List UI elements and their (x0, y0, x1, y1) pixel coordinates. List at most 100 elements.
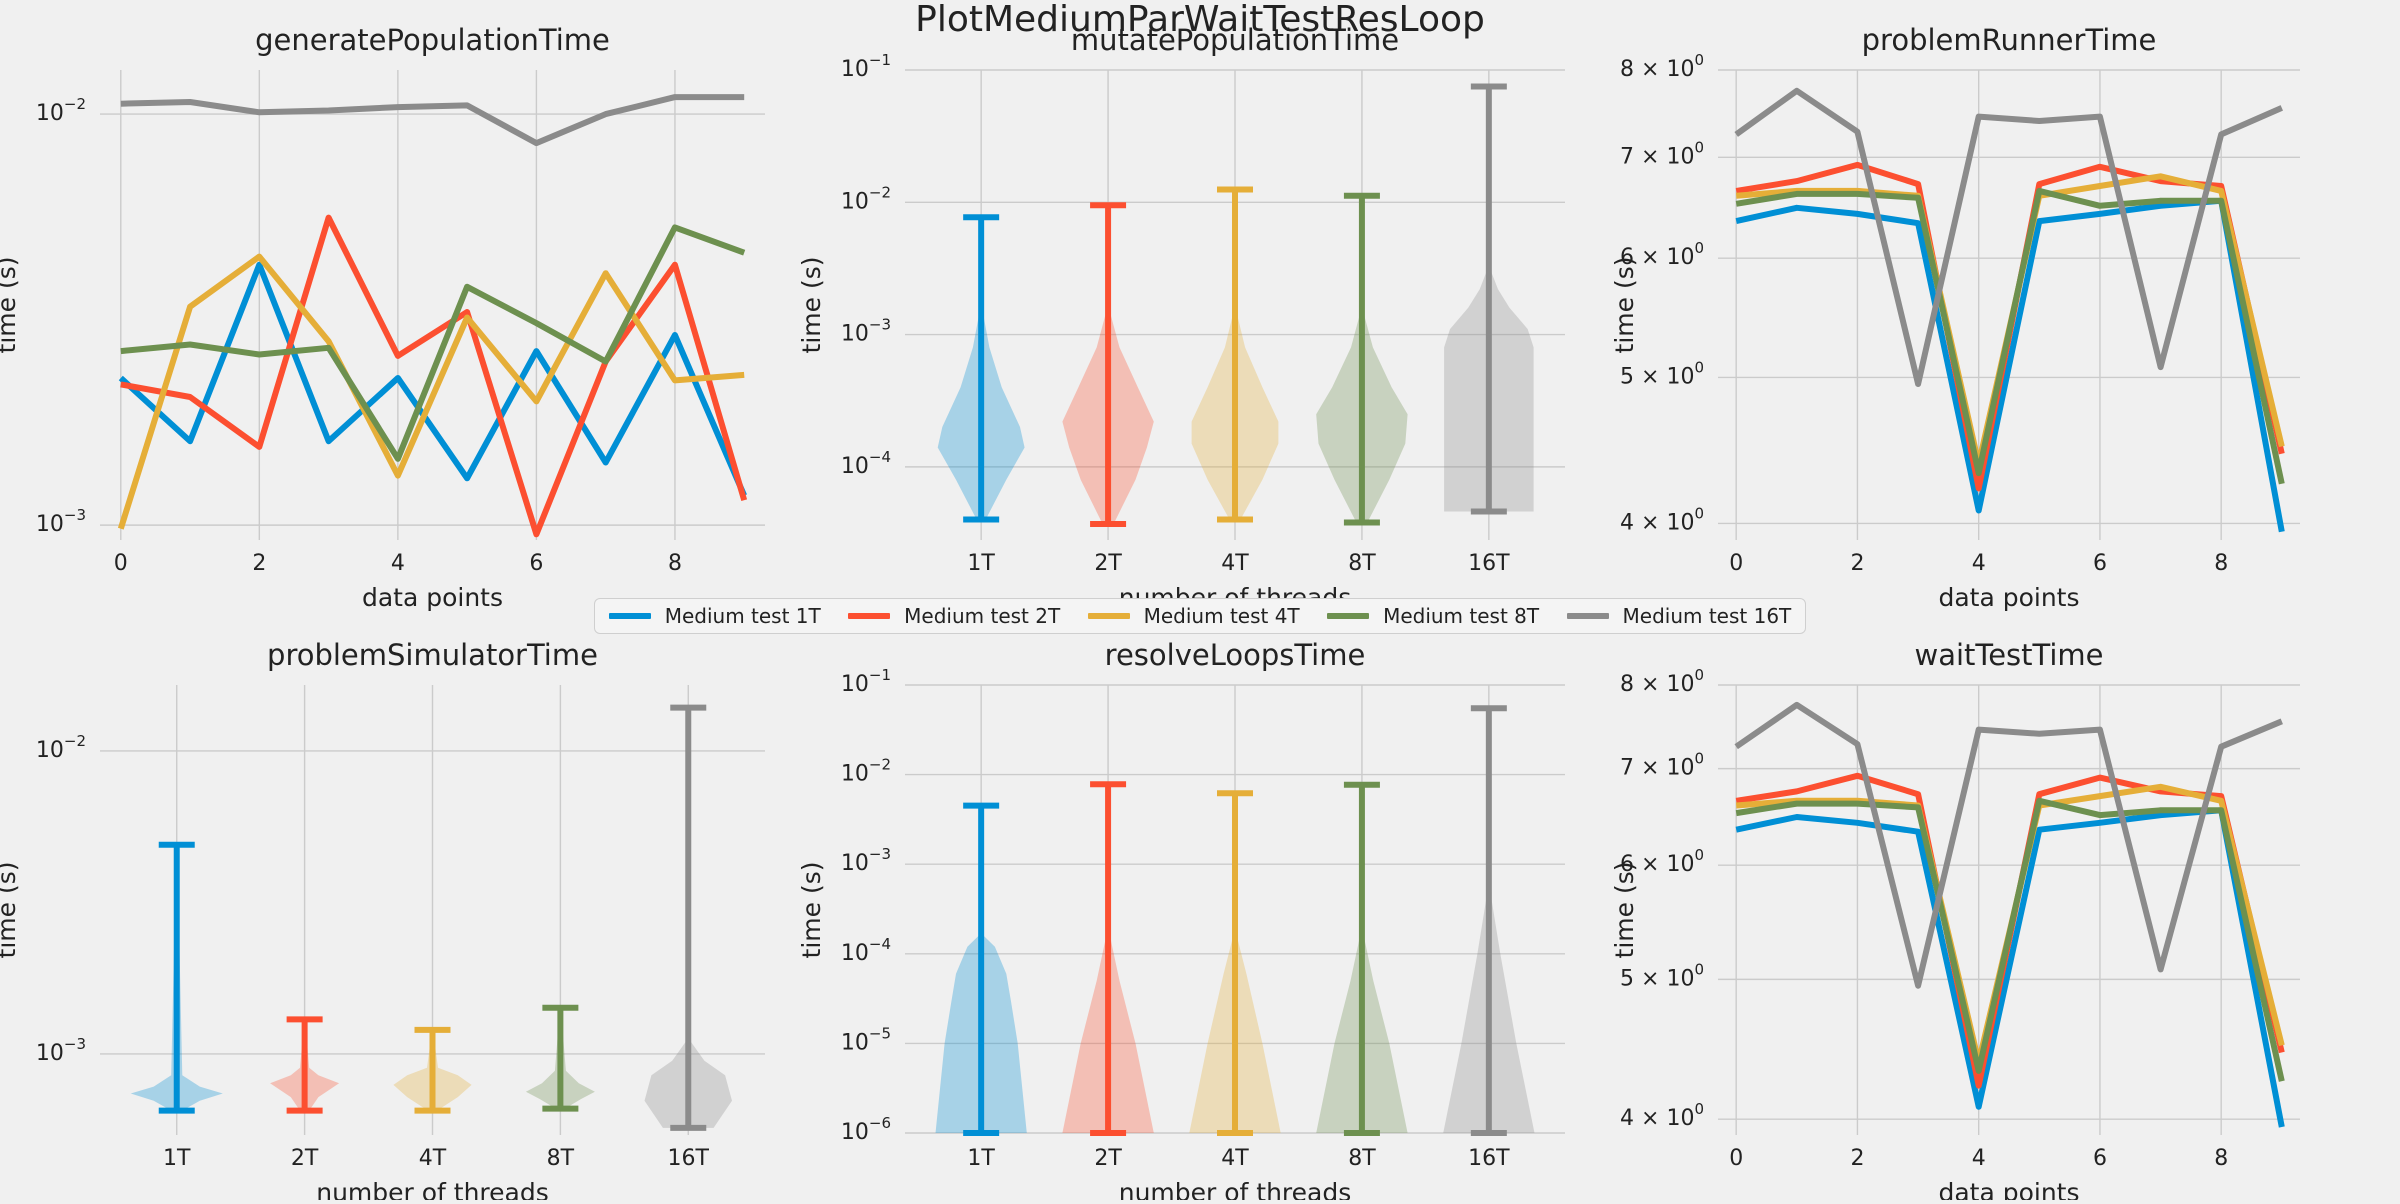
tick-exponent: −4 (869, 447, 891, 465)
tick-base: 10 (36, 512, 64, 537)
y-tick-label: 10−2 (841, 183, 891, 215)
legend-item-16t: Medium test 16T (1566, 604, 1792, 628)
x-tick-label: 16T (1468, 1146, 1510, 1171)
x-tick-label: 2 (1850, 551, 1864, 576)
x-axis-label: number of threads (316, 1178, 549, 1200)
x-tick-label: 4T (1221, 551, 1249, 576)
y-tick-label: 10−4 (841, 447, 891, 479)
x-tick-label: 1T (967, 551, 995, 576)
series-line-Medium-test-8T (120, 224, 746, 462)
x-tick-label: 2T (1094, 551, 1122, 576)
subplot-title: mutatePopulationTime (1071, 23, 1399, 57)
tick-base: 10 (36, 1041, 64, 1066)
x-tick-label: 8T (1348, 1146, 1376, 1171)
tick-base: 8 × 10 (1620, 672, 1694, 697)
tick-base: 5 × 10 (1620, 966, 1694, 991)
subplot-title: problemSimulatorTime (267, 638, 598, 672)
y-tick-label: 10−1 (841, 51, 891, 83)
legend-swatch (848, 613, 891, 619)
x-tick-label: 2T (1094, 1146, 1122, 1171)
subplot-title: problemRunnerTime (1862, 23, 2157, 57)
y-axis-label: time (s) (797, 257, 826, 354)
x-tick-label: 4T (1221, 1146, 1249, 1171)
legend-label: Medium test 1T (664, 604, 821, 628)
legend-item-8t: Medium test 8T (1327, 604, 1539, 628)
x-tick-label: 16T (668, 1146, 710, 1171)
tick-exponent: 0 (1694, 138, 1704, 156)
subplot-problemSimulatorTime: problemSimulatorTime number of threads tim… (0, 638, 765, 1204)
y-tick-label: 10−5 (841, 1024, 891, 1056)
tick-base: 10 (841, 1120, 869, 1145)
tick-exponent: −2 (869, 755, 891, 773)
subplot-title: waitTestTime (1915, 638, 2104, 672)
tick-exponent: 0 (1694, 504, 1704, 522)
legend-swatch (1327, 613, 1370, 619)
tick-base: 10 (841, 189, 869, 214)
legend-label: Medium test 16T (1622, 604, 1792, 628)
tick-exponent: −1 (869, 51, 891, 69)
tick-exponent: 0 (1694, 960, 1704, 978)
x-axis-label: data points (362, 583, 503, 612)
y-tick-label: 5 × 100 (1620, 358, 1704, 390)
y-axis-label: time (s) (1610, 862, 1639, 959)
tick-base: 10 (841, 1030, 869, 1055)
legend: Medium test 1T Medium test 2T Medium tes… (594, 598, 1806, 634)
y-tick-label: 10−1 (841, 666, 891, 698)
y-tick-label: 10−2 (841, 755, 891, 787)
x-tick-label: 2T (291, 1146, 319, 1171)
y-axis-label: time (s) (797, 862, 826, 959)
subplot-title: resolveLoopsTime (1105, 638, 1366, 672)
y-tick-label: 10−3 (36, 1034, 86, 1066)
series-line-Medium-test-1T (1735, 807, 2285, 1128)
tick-base: 4 × 10 (1620, 1106, 1694, 1131)
tick-base: 8 × 10 (1620, 57, 1694, 82)
series-line-Medium-test-1T (1735, 197, 2285, 533)
tick-exponent: −6 (869, 1114, 891, 1132)
tick-base: 10 (841, 941, 869, 966)
series-line-Medium-test-8T (1735, 187, 2285, 485)
y-tick-label: 8 × 100 (1620, 666, 1704, 698)
tick-base: 7 × 10 (1620, 756, 1694, 781)
subplot-title: generatePopulationTime (255, 23, 610, 57)
series-line-Medium-test-16T (1734, 87, 2284, 387)
tick-exponent: 0 (1694, 51, 1704, 69)
x-axis-label: number of threads (1119, 1178, 1352, 1200)
tick-base: 6 × 10 (1620, 245, 1694, 270)
tick-base: 4 × 10 (1620, 510, 1694, 535)
y-tick-label: 10−2 (36, 731, 86, 763)
x-tick-label: 8 (2214, 1146, 2228, 1171)
tick-exponent: −3 (64, 1034, 86, 1052)
legend-item-1t: Medium test 1T (608, 604, 821, 628)
tick-base: 10 (841, 322, 869, 347)
series-line-Medium-test-8T (1735, 797, 2285, 1082)
x-tick-label: 6 (529, 551, 543, 576)
tick-base: 10 (841, 454, 869, 479)
subplot-mutatePopulationTime: mutatePopulationTimenumber of threadstim… (797, 23, 1565, 612)
tick-base: 10 (841, 762, 869, 787)
x-tick-label: 8 (668, 551, 682, 576)
legend-label: Medium test 8T (1383, 604, 1540, 628)
x-tick-label: 0 (1729, 1146, 1743, 1171)
tick-base: 10 (841, 851, 869, 876)
x-tick-label: 6 (2093, 1146, 2107, 1171)
y-tick-label: 10−3 (36, 506, 86, 538)
legend-label: Medium test 4T (1143, 604, 1300, 628)
tick-base: 10 (841, 672, 869, 697)
y-tick-label: 10−2 (36, 95, 86, 127)
figure-title: PlotMediumParWaitTestResLoop (915, 0, 1485, 40)
x-axis-label: data points (1938, 1178, 2079, 1200)
tick-exponent: −3 (869, 845, 891, 863)
tick-base: 10 (841, 57, 869, 82)
y-tick-label: 4 × 100 (1620, 504, 1704, 536)
tick-exponent: −4 (869, 934, 891, 952)
tick-exponent: 0 (1694, 749, 1704, 767)
y-tick-label: 8 × 100 (1620, 51, 1704, 83)
y-tick-label: 6 × 100 (1620, 846, 1704, 878)
x-tick-label: 0 (114, 551, 128, 576)
tick-exponent: 0 (1694, 1100, 1704, 1118)
y-tick-label: 10−3 (841, 845, 891, 877)
x-tick-label: 6 (2093, 551, 2107, 576)
tick-exponent: −2 (869, 183, 891, 201)
x-tick-label: 4T (419, 1146, 447, 1171)
